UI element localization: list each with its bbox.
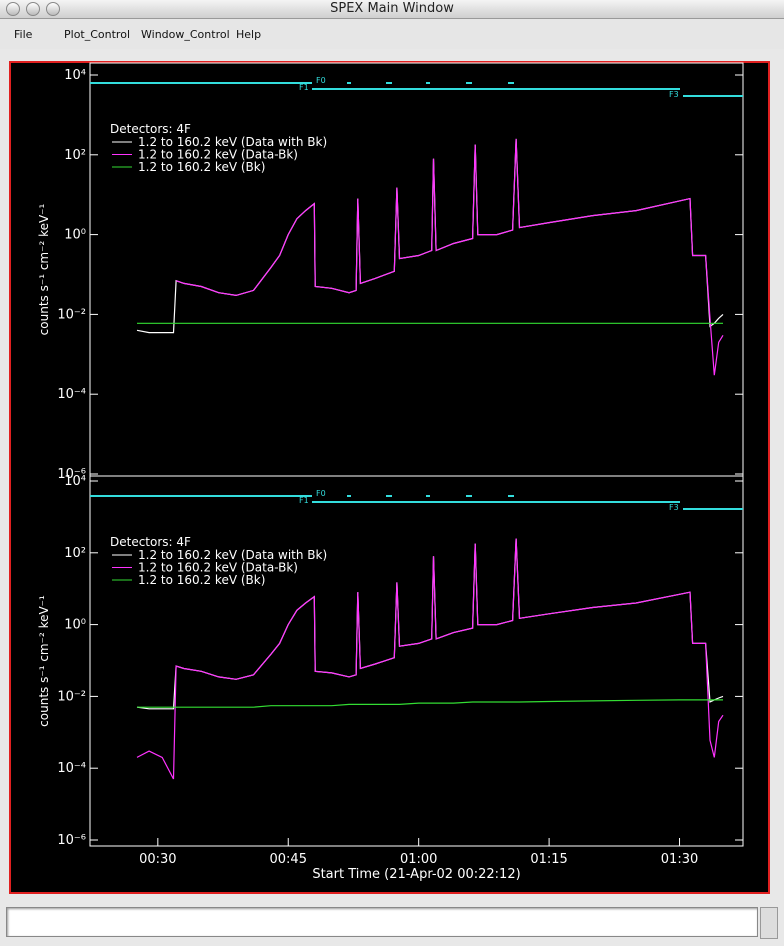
minimize-button[interactable]	[26, 2, 40, 16]
axes-box	[89, 475, 744, 847]
command-input[interactable]	[6, 907, 758, 937]
menu-item[interactable]: Plot_Control	[64, 28, 130, 41]
zoom-button[interactable]	[46, 2, 60, 16]
plot-frame	[9, 61, 770, 894]
y-tick-label: 10²	[64, 546, 86, 561]
attenuator-label: F0	[316, 76, 326, 85]
attenuator-label: F3	[669, 90, 679, 99]
y-tick-label: 10⁻⁴	[57, 761, 86, 776]
y-tick-label: 10⁻²	[57, 689, 86, 704]
attenuator-label: F1	[299, 83, 309, 92]
legend-label: 1.2 to 160.2 keV (Bk)	[138, 573, 265, 587]
y-tick-label: 10²	[64, 148, 86, 163]
y-tick-label: 10⁻⁴	[57, 387, 86, 402]
y-tick-label: 10⁴	[64, 474, 86, 489]
y-tick-label: 10⁰	[64, 618, 86, 633]
y-tick-label: 10⁻⁶	[57, 833, 86, 848]
series-line	[175, 138, 724, 376]
title-bar: SPEX Main Window	[0, 0, 784, 19]
y-tick-label: 10⁻⁶	[57, 467, 86, 482]
y-axis-label: counts s⁻¹ cm⁻² keV⁻¹	[37, 595, 51, 727]
legend-label: 1.2 to 160.2 keV (Data-Bk)	[138, 561, 298, 575]
window-title: SPEX Main Window	[330, 1, 454, 16]
y-tick-label: 10⁰	[64, 228, 86, 243]
legend-label: 1.2 to 160.2 keV (Data-Bk)	[138, 148, 298, 162]
x-tick-label: 01:00	[400, 852, 437, 867]
legend-title: Detectors: 4F	[110, 535, 191, 549]
legend-label: 1.2 to 160.2 keV (Data with Bk)	[138, 548, 327, 562]
legend-label: 1.2 to 160.2 keV (Data with Bk)	[138, 135, 327, 149]
y-tick-label: 10⁻²	[57, 307, 86, 322]
menu-item[interactable]: File	[14, 28, 33, 41]
y-tick-label: 10⁴	[64, 68, 86, 83]
menu-item[interactable]: Help	[236, 28, 262, 41]
series-line	[137, 699, 723, 708]
y-axis-label: counts s⁻¹ cm⁻² keV⁻¹	[37, 203, 51, 335]
legend-label: 1.2 to 160.2 keV (Bk)	[138, 160, 265, 174]
legend-title: Detectors: 4F	[110, 122, 191, 136]
x-tick-label: 00:30	[139, 852, 176, 867]
menu-item[interactable]: Window_Control	[141, 28, 230, 41]
scrollbar[interactable]	[760, 907, 778, 939]
attenuator-label: F3	[669, 503, 679, 512]
menu-bar: File Plot_Control Window_Control Help	[0, 19, 784, 49]
attenuator-label: F1	[299, 496, 309, 505]
x-tick-label: 01:15	[530, 852, 567, 867]
series-line	[136, 538, 724, 780]
x-axis-label: Start Time (21-Apr-02 00:22:12)	[312, 867, 520, 882]
close-button[interactable]	[6, 2, 20, 16]
attenuator-label: F0	[316, 489, 326, 498]
x-tick-label: 01:30	[661, 852, 698, 867]
x-tick-label: 00:45	[270, 852, 307, 867]
